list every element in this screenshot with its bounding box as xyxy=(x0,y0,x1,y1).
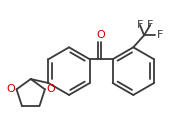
Text: F: F xyxy=(147,20,153,30)
Text: F: F xyxy=(157,30,163,40)
Text: O: O xyxy=(97,30,106,40)
Text: O: O xyxy=(6,84,15,94)
Text: F: F xyxy=(137,20,143,30)
Text: O: O xyxy=(47,84,55,94)
